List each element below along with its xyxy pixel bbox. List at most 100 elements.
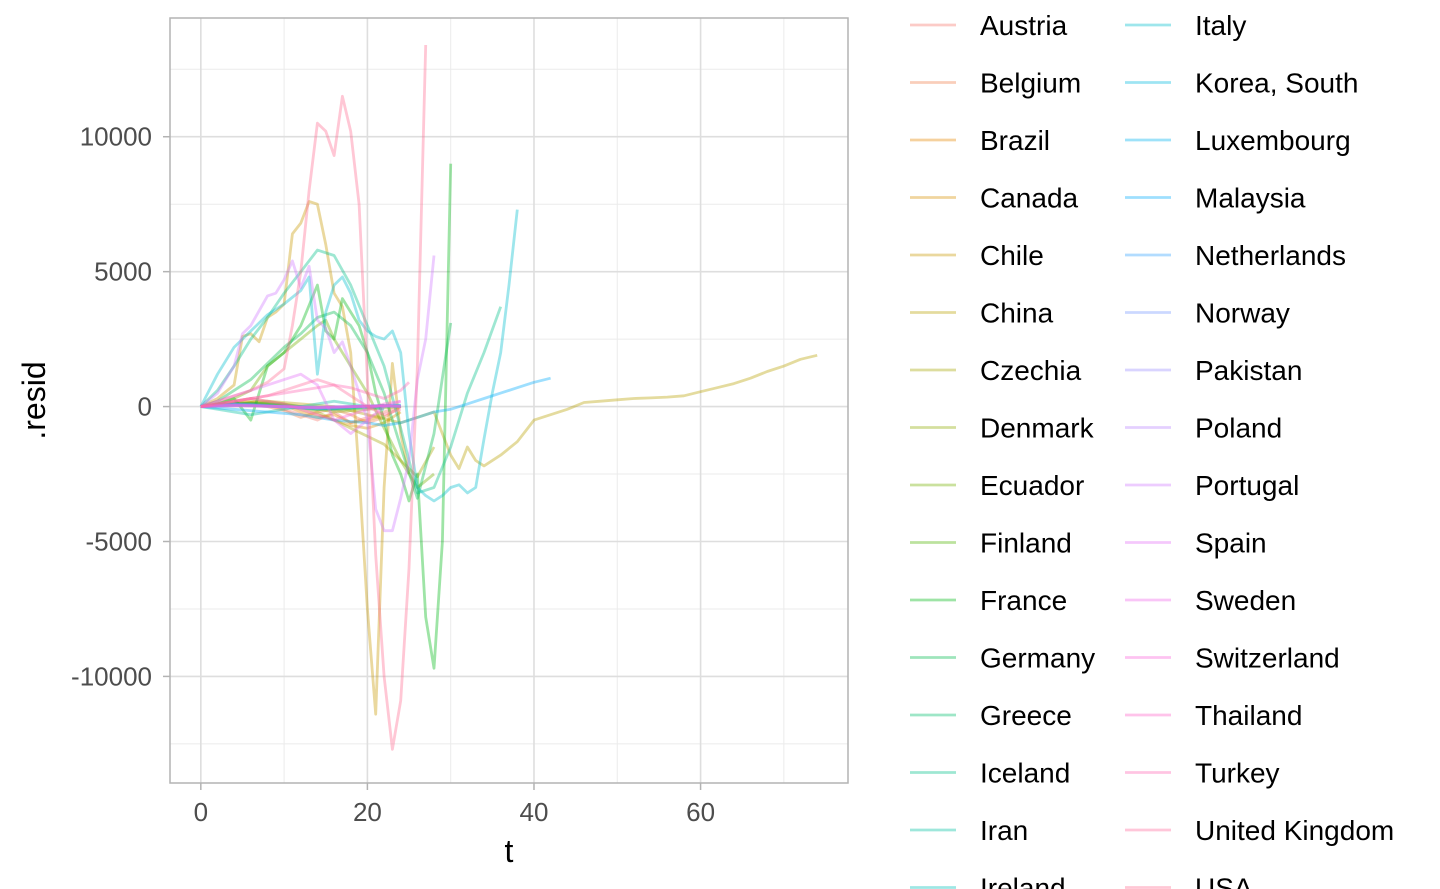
series-line-poland (200, 404, 401, 410)
legend-item: China (910, 298, 1054, 329)
legend-label: Canada (980, 183, 1079, 214)
series-line-belgium (200, 402, 402, 425)
legend-item: Iceland (910, 758, 1070, 789)
series-line-thailand (200, 404, 401, 409)
legend-label: Pakistan (1195, 355, 1302, 386)
series-line-pakistan (200, 402, 385, 410)
series-line-turkey (200, 381, 410, 408)
legend-item: Chile (910, 240, 1044, 271)
x-tick-label: 60 (686, 797, 715, 827)
series-line-austria (200, 401, 402, 425)
legend-item: Ecuador (910, 470, 1084, 501)
legend-item: United Kingdom (1125, 815, 1394, 846)
legend-item: Finland (910, 528, 1072, 559)
legend-item: Thailand (1125, 700, 1302, 731)
legend-label: Netherlands (1195, 240, 1346, 271)
legend-label: Ireland (980, 873, 1066, 889)
legend-label: China (980, 298, 1054, 329)
series-line-greece (200, 401, 401, 411)
axis-ticks: 0 20 40 60 -10000 -5000 0 5000 10000 (71, 122, 715, 827)
legend-item: USA (1125, 873, 1253, 889)
legend-item: Italy (1125, 10, 1246, 41)
x-tick-label: 40 (520, 797, 549, 827)
legend-item: Norway (1125, 298, 1290, 329)
series-line-norway (200, 403, 401, 410)
series-line-switzerland (200, 397, 401, 422)
legend-label: United Kingdom (1195, 815, 1394, 846)
legend-label: USA (1195, 873, 1253, 889)
series-line-germany (200, 310, 453, 500)
x-axis-title: t (505, 833, 514, 869)
series-line-netherlands (200, 402, 401, 411)
series-line-chile (200, 200, 411, 716)
series-lines (199, 44, 818, 751)
panel-border (169, 17, 849, 784)
legend-label: Italy (1195, 10, 1246, 41)
legend-label: Iran (980, 815, 1028, 846)
legend-label: Luxembourg (1195, 125, 1351, 156)
legend-item: Netherlands (1125, 240, 1346, 271)
legend-item: Greece (910, 700, 1072, 731)
series-line-sweden (200, 403, 401, 410)
legend-label: France (980, 585, 1067, 616)
series-line-italy (199, 209, 519, 503)
legend-item: Malaysia (1125, 183, 1306, 214)
legend-item: Luxembourg (1125, 125, 1351, 156)
legend-label: Belgium (980, 68, 1081, 99)
series-line-brazil (200, 401, 385, 425)
legend-item: Switzerland (1125, 643, 1340, 674)
legend-label: Turkey (1195, 758, 1280, 789)
series-line-united-kingdom (200, 378, 402, 417)
legend-label: Germany (980, 643, 1095, 674)
legend-label: Czechia (980, 355, 1082, 386)
legend-item: Turkey (1125, 758, 1280, 789)
legend-item: Poland (1125, 413, 1282, 444)
legend-item: Korea, South (1125, 68, 1358, 99)
legend-label: Greece (980, 700, 1072, 731)
legend-item: Germany (910, 643, 1095, 674)
series-line-luxembourg (200, 404, 401, 409)
y-tick-label: -5000 (86, 526, 153, 556)
legend-label: Austria (980, 10, 1068, 41)
legend-label: Denmark (980, 413, 1095, 444)
legend-label: Switzerland (1195, 643, 1340, 674)
series-line-portugal (199, 255, 436, 533)
legend: Austria Belgium Brazil Canada Chile China Czec… (910, 10, 1394, 889)
series-line-finland (200, 402, 385, 411)
legend-label: Finland (980, 528, 1072, 559)
legend-label: Korea, South (1195, 68, 1358, 99)
y-tick-label: 0 (138, 392, 152, 422)
legend-item: Austria (910, 10, 1068, 41)
series-line-iceland (199, 248, 503, 495)
x-tick-label: 20 (353, 797, 382, 827)
legend-item: Ireland (910, 873, 1066, 889)
series-line-china (200, 353, 818, 471)
series-line-malaysia (200, 376, 551, 427)
y-axis-title: .resid (16, 361, 52, 439)
legend-item: Portugal (1125, 470, 1299, 501)
y-tick-label: -10000 (71, 661, 152, 691)
legend-item: Czechia (910, 355, 1082, 386)
series-line-czechia (200, 399, 436, 479)
legend-label: Thailand (1195, 700, 1302, 731)
legend-item: Belgium (910, 68, 1081, 99)
legend-item: Spain (1125, 528, 1267, 559)
series-line-canada (200, 397, 402, 430)
legend-item: France (910, 585, 1067, 616)
series-line-ecuador (200, 318, 435, 489)
series-line-ireland (200, 402, 401, 411)
series-line-iran (200, 399, 385, 417)
legend-item: Pakistan (1125, 355, 1302, 386)
legend-item: Iran (910, 815, 1028, 846)
series-line-denmark (200, 401, 401, 414)
legend-item: Denmark (910, 413, 1095, 444)
legend-label: Sweden (1195, 585, 1296, 616)
x-tick-label: 0 (194, 797, 208, 827)
legend-item: Sweden (1125, 585, 1296, 616)
series-line-usa (200, 44, 428, 751)
legend-label: Malaysia (1195, 183, 1306, 214)
legend-label: Ecuador (980, 470, 1084, 501)
legend-label: Norway (1195, 298, 1290, 329)
series-line-france (200, 163, 453, 670)
